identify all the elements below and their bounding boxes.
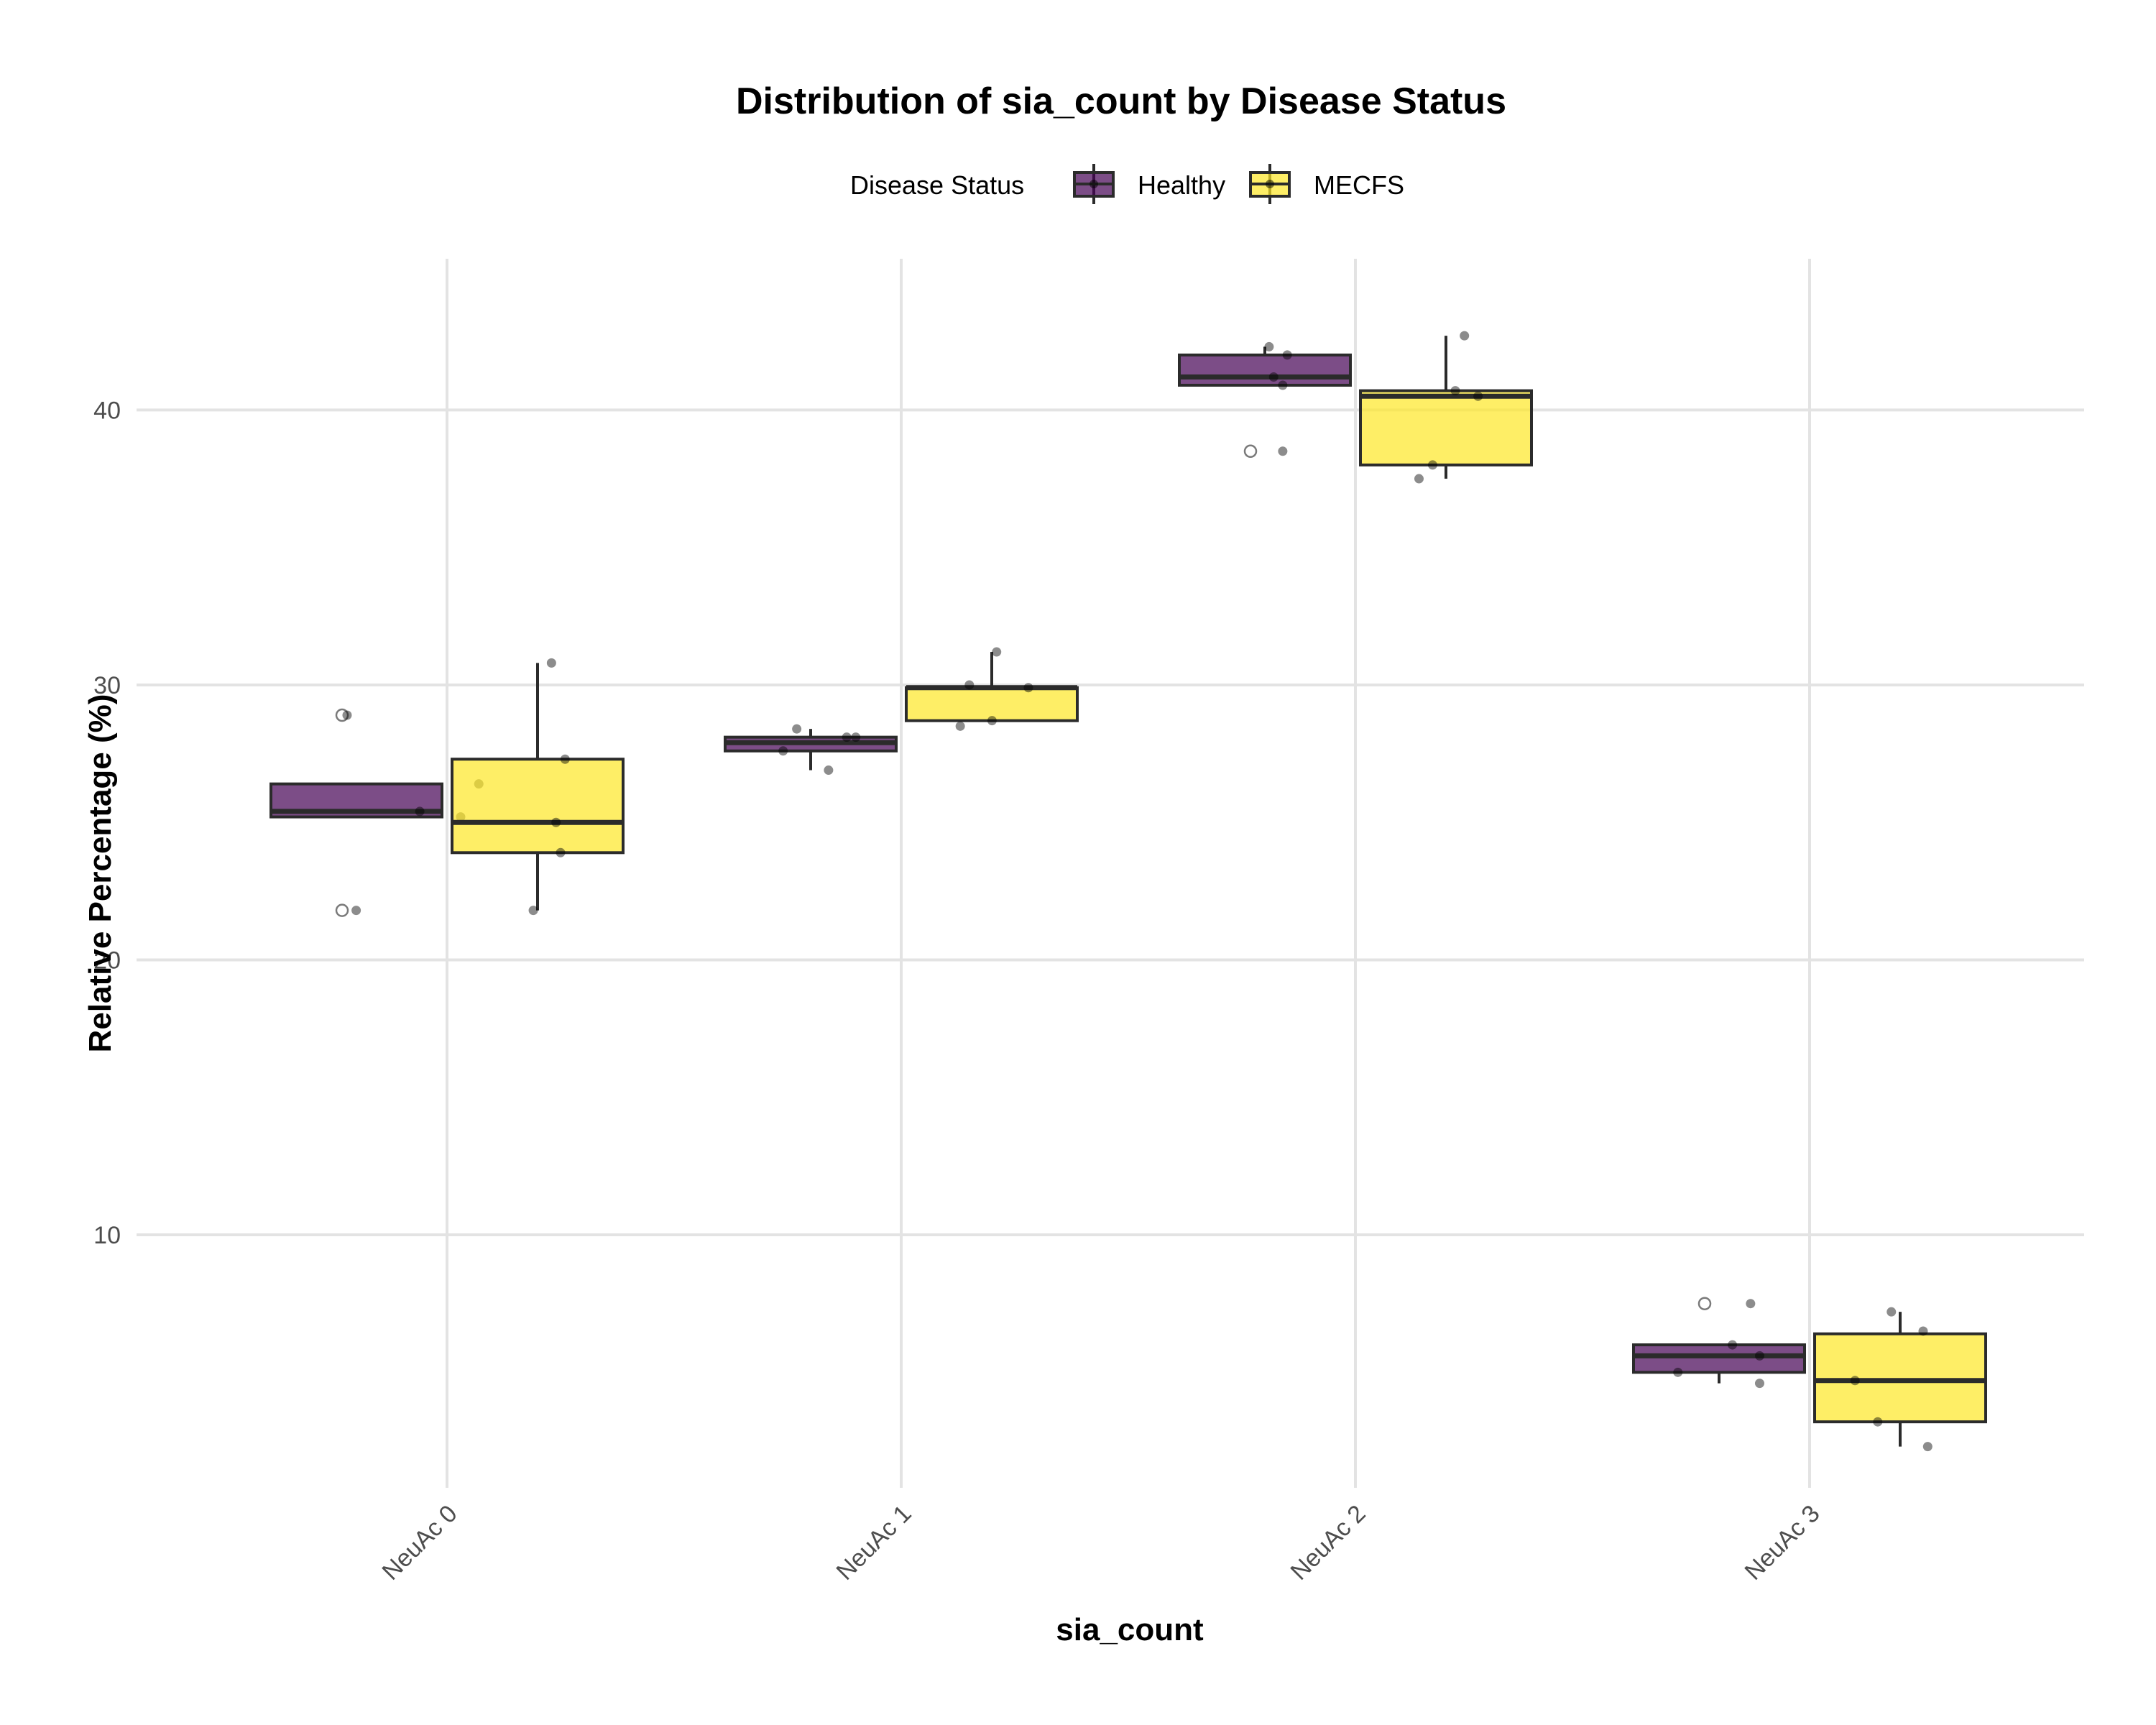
x-axis-title: sia_count — [1056, 1612, 1204, 1647]
data-point — [1850, 1376, 1860, 1386]
data-point — [1414, 474, 1424, 484]
data-point — [1922, 1442, 1932, 1452]
data-point — [824, 765, 834, 776]
data-point — [1473, 391, 1483, 401]
box-rect — [1813, 1332, 1987, 1424]
data-point — [1023, 683, 1033, 693]
data-point — [1268, 372, 1279, 382]
data-point — [1460, 331, 1470, 341]
data-point — [556, 847, 566, 857]
y-axis-title: Relative Percentage (%) — [83, 694, 118, 1053]
y-tick-label: 30 — [93, 672, 121, 699]
box-mecfs-2 — [1359, 331, 1533, 484]
data-point — [1728, 1340, 1738, 1350]
data-point — [1278, 380, 1288, 390]
data-point — [1754, 1351, 1764, 1361]
box-healthy-2 — [1178, 341, 1352, 459]
data-point — [1873, 1417, 1883, 1427]
legend-item-mecfs: MECFS — [1249, 164, 1404, 204]
data-point — [415, 806, 425, 816]
legend-item-healthy: Healthy — [1073, 164, 1225, 204]
box-rect — [1359, 389, 1533, 466]
data-point — [528, 906, 538, 916]
data-point — [1282, 350, 1292, 360]
data-point — [987, 716, 997, 726]
box-rect — [905, 686, 1079, 722]
box-mecfs-0 — [451, 658, 625, 916]
box-mecfs-1 — [905, 647, 1079, 731]
y-tick-label: 20 — [93, 947, 121, 975]
legend-key-point — [1266, 180, 1274, 188]
outlier-point — [1243, 444, 1258, 459]
box-healthy-1 — [724, 724, 898, 776]
data-point — [1427, 460, 1437, 470]
data-point — [964, 680, 975, 690]
box-rect — [1632, 1343, 1806, 1374]
data-point — [342, 710, 352, 720]
legend-label: MECFS — [1314, 170, 1404, 200]
legend-label: Healthy — [1138, 170, 1225, 200]
box-rect — [451, 758, 625, 855]
box-healthy-3 — [1632, 1297, 1806, 1389]
data-point — [1264, 341, 1274, 351]
y-tick-label: 40 — [93, 397, 121, 424]
data-point — [1918, 1326, 1928, 1336]
outlier-point — [1697, 1297, 1712, 1310]
legend-title: Disease Status — [850, 170, 1024, 200]
chart-title: Distribution of sia_count by Disease Sta… — [736, 80, 1506, 122]
box-rect — [1178, 353, 1352, 387]
data-point — [351, 906, 361, 916]
data-point — [1886, 1307, 1897, 1317]
data-point — [546, 658, 556, 668]
data-point — [551, 817, 561, 827]
boxes — [270, 331, 1987, 1452]
outlier-point — [335, 708, 349, 722]
y-tick-label: 10 — [93, 1222, 121, 1249]
data-point — [955, 721, 965, 731]
legend: Disease Status Healthy MECFS — [850, 164, 1404, 204]
box-mecfs-3 — [1813, 1307, 1987, 1452]
data-point — [1673, 1367, 1683, 1377]
data-point — [1746, 1299, 1756, 1309]
data-point — [1754, 1379, 1764, 1389]
outlier-point — [335, 903, 349, 917]
grid — [137, 259, 2084, 1488]
data-point — [1278, 446, 1288, 456]
data-point — [1450, 386, 1460, 396]
data-point — [851, 732, 861, 742]
data-point — [560, 754, 570, 764]
data-point — [992, 647, 1002, 657]
data-point — [778, 746, 788, 756]
legend-key-point — [1089, 180, 1098, 188]
data-point — [792, 724, 802, 734]
data-point — [842, 732, 852, 742]
